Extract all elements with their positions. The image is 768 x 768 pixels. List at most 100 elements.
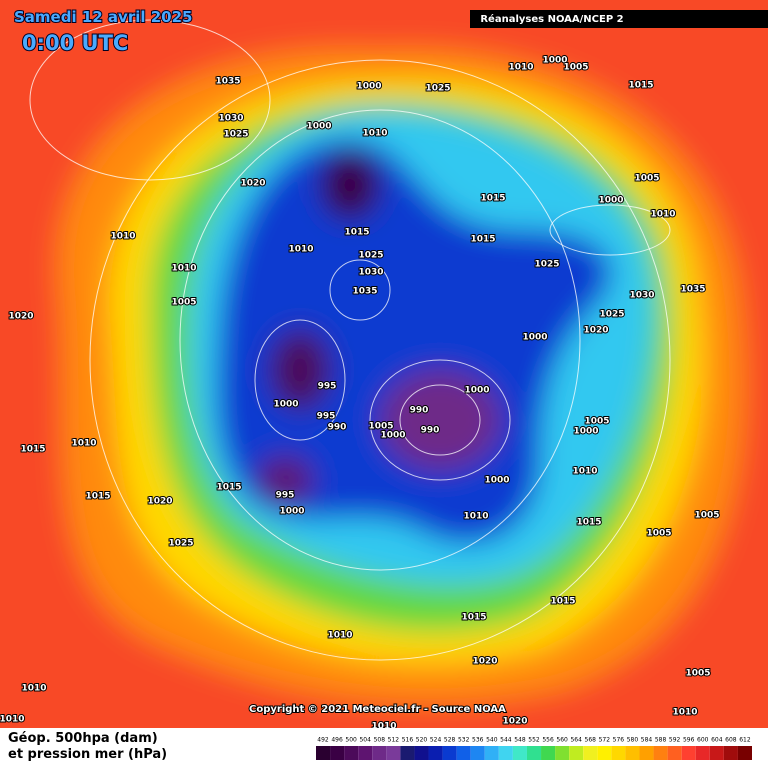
pressure-label: 1015 [20, 445, 45, 455]
scale-swatch [386, 746, 401, 760]
pressure-label: 1000 [573, 427, 598, 437]
pressure-label: 1030 [358, 268, 383, 278]
source-box [470, 10, 768, 28]
pressure-label: 1015 [461, 613, 486, 623]
pressure-label: 1015 [344, 228, 369, 238]
scale-label: 500 [345, 737, 357, 744]
pressure-label: 1010 [463, 512, 488, 522]
pressure-label: 1010 [0, 715, 25, 725]
scale-label: 560 [556, 737, 568, 744]
pressure-label: 1025 [599, 310, 624, 320]
scale-swatch [498, 746, 513, 760]
scale-swatch [330, 746, 345, 760]
scale-swatch [400, 746, 415, 760]
pressure-label: 1005 [694, 511, 719, 521]
pressure-label: 1000 [273, 400, 298, 410]
scale-swatch [625, 746, 640, 760]
scale-label: 600 [697, 737, 709, 744]
scale-label: 496 [331, 737, 343, 744]
scale-swatch [372, 746, 387, 760]
pressure-label: 1010 [71, 439, 96, 449]
pressure-label: 1025 [168, 539, 193, 549]
pressure-label: 1005 [171, 298, 196, 308]
scale-swatch [611, 746, 626, 760]
scale-label: 580 [627, 737, 639, 744]
pressure-label: 1030 [218, 114, 243, 124]
pressure-label: 1010 [650, 210, 675, 220]
scale-label: 508 [374, 737, 386, 744]
scale-swatch [526, 746, 542, 760]
scale-label: 576 [613, 737, 625, 744]
pressure-label: 1015 [628, 81, 653, 91]
scale-swatch [723, 746, 738, 760]
pressure-label: 1005 [646, 529, 671, 539]
pressure-label: 1010 [327, 631, 352, 641]
scale-label: 596 [683, 737, 695, 744]
scale-swatch [583, 746, 598, 760]
pressure-label: 1000 [464, 386, 489, 396]
pressure-label: 1020 [147, 497, 172, 507]
scale-label: 536 [472, 737, 484, 744]
pressure-label: 1015 [216, 483, 241, 493]
scale-label: 608 [725, 737, 737, 744]
pressure-label: 1020 [240, 179, 265, 189]
scale-label: 524 [430, 737, 442, 744]
scale-label: 544 [500, 737, 512, 744]
legend-title: Géop. 500hpa (dam) [8, 731, 158, 746]
scale-swatch [470, 746, 485, 760]
pressure-label: 1025 [358, 251, 383, 261]
scale-label: 532 [458, 737, 470, 744]
scale-label: 568 [585, 737, 597, 744]
time: 0:00 UTC [22, 31, 128, 55]
scale-swatch [639, 746, 654, 760]
legend-title: et pression mer (hPa) [8, 747, 167, 762]
scale-swatch [414, 746, 429, 760]
scale-swatch [484, 746, 499, 760]
pressure-label: 1010 [672, 708, 697, 718]
scale-swatch [358, 746, 373, 760]
scale-label: 528 [444, 737, 456, 744]
scale-label: 520 [416, 737, 428, 744]
scale-swatch [316, 746, 331, 760]
pressure-label: 1010 [110, 232, 135, 242]
scale-swatch [709, 746, 724, 760]
scale-label: 556 [542, 737, 554, 744]
pressure-label: 1000 [542, 56, 567, 66]
pressure-label: 1010 [508, 63, 533, 73]
pressure-label: 1010 [21, 684, 46, 694]
pressure-label: 1000 [356, 82, 381, 92]
scale-swatch [681, 746, 696, 760]
pressure-label: 1005 [368, 422, 393, 432]
scale-label: 572 [599, 737, 611, 744]
pressure-label: 1015 [550, 597, 575, 607]
pressure-label: 1035 [680, 285, 705, 295]
scale-label: 584 [641, 737, 653, 744]
scale-label: 604 [711, 737, 723, 744]
scale-label: 612 [739, 737, 751, 744]
scale-label: 512 [388, 737, 400, 744]
scale-swatch [597, 746, 612, 760]
isobars [29, 19, 671, 661]
pressure-label: 1025 [223, 130, 248, 140]
scale-label: 564 [570, 737, 582, 744]
pressure-label: 1000 [484, 476, 509, 486]
pressure-label: 1000 [598, 196, 623, 206]
pressure-label: 1015 [470, 235, 495, 245]
pressure-label: 1020 [8, 312, 33, 322]
scale-label: 516 [402, 737, 414, 744]
scale-swatch [442, 746, 457, 760]
pressure-label: 1000 [306, 122, 331, 132]
scale-label: 592 [669, 737, 681, 744]
pressure-label: 1010 [288, 245, 313, 255]
scale-swatch [667, 746, 682, 760]
scale-label: 588 [655, 737, 667, 744]
pressure-label: 990 [421, 426, 440, 436]
pressure-label: 995 [276, 491, 295, 501]
pressure-label: 1005 [634, 174, 659, 184]
pressure-label: 1010 [171, 264, 196, 274]
pressure-label: 1015 [480, 194, 505, 204]
pressure-label: 990 [410, 406, 429, 416]
pressure-label: 1025 [534, 260, 559, 270]
